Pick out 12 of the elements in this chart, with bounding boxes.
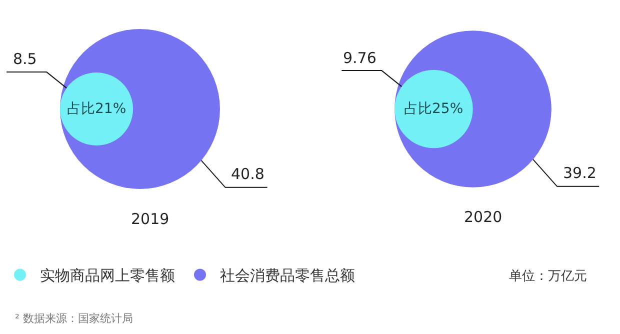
legend-label: 实物商品网上零售额 bbox=[40, 266, 175, 285]
category-label: 2020 bbox=[464, 208, 502, 226]
legend-label: 社会消费品零售总额 bbox=[220, 266, 355, 285]
data-label: 40.8 bbox=[231, 165, 264, 183]
data-label: 8.5 bbox=[13, 50, 37, 68]
category-label: 2019 bbox=[131, 210, 170, 228]
data-label: 39.2 bbox=[563, 164, 596, 182]
text: 占比25% bbox=[404, 101, 464, 117]
text: 占比21% bbox=[67, 101, 126, 117]
text: ² 数据来源：国家统计局 bbox=[15, 312, 133, 325]
data-label: 9.76 bbox=[343, 49, 376, 67]
text: 单位：万亿元 bbox=[509, 269, 587, 284]
